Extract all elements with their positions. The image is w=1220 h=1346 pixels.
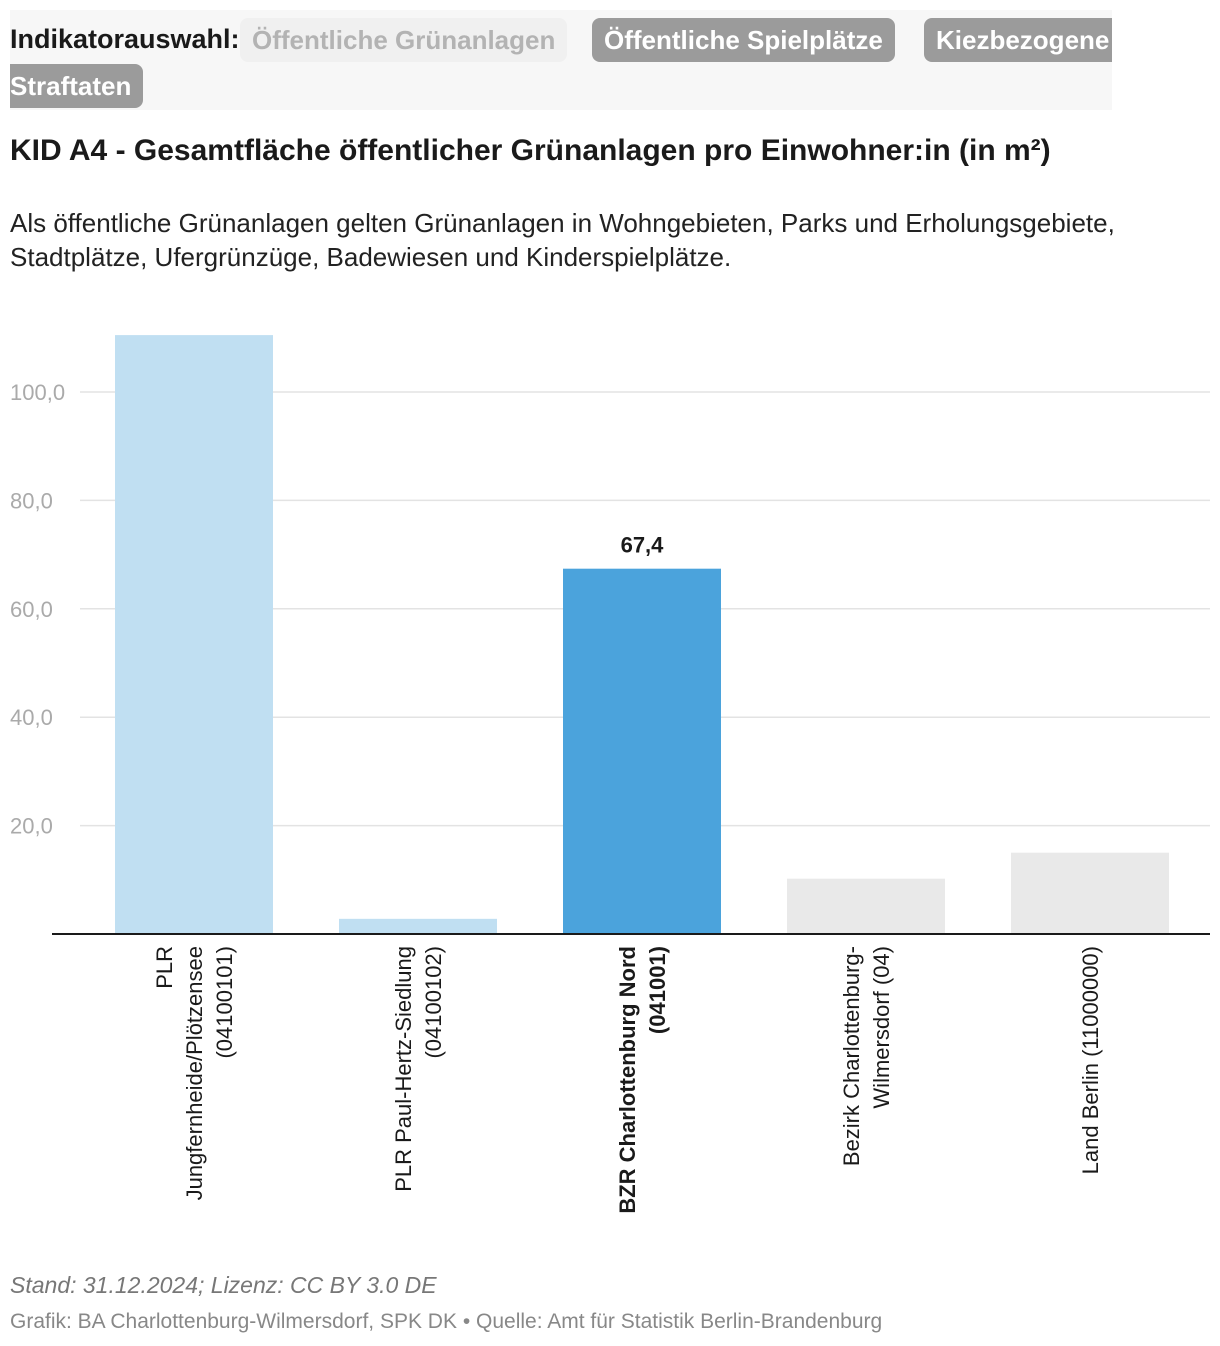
x-tick-label: BZR Charlottenburg Nord (615, 946, 640, 1214)
bar (563, 568, 721, 934)
y-tick-label: 100,0 (10, 380, 65, 405)
y-tick-label: 60,0 (10, 597, 53, 622)
x-tick-label: Bezirk Charlottenburg- (839, 946, 864, 1166)
bar (1011, 852, 1169, 934)
bar-chart: 20,0 40,0 60,0 80,0 100,0 67,4 PLR Jungfernheid… (10, 335, 1210, 1214)
x-tick-label: PLR (152, 946, 177, 989)
x-tick-label: Land Berlin (11000000) (1078, 946, 1103, 1174)
indicator-button-straftaten-part2[interactable]: Straftaten (10, 64, 144, 108)
x-tick-label: PLR Paul-Hertz-Siedlung (391, 946, 416, 1192)
x-tick-label: (04100101) (212, 946, 237, 1059)
bar (339, 918, 497, 934)
indicator-button-spielplaetze[interactable]: Öffentliche Spielplätze (592, 18, 895, 62)
y-tick-label: 20,0 (10, 814, 53, 839)
indicator-selector: Indikatorauswahl: Öffentliche Grünanlage… (10, 10, 1112, 110)
x-tick-label: (041001) (645, 946, 670, 1034)
bar (115, 335, 273, 935)
indicator-button-straftaten-part1[interactable]: Kiezbezogene (924, 18, 1112, 62)
data-label: 67,4 (621, 533, 665, 558)
indicator-button-gruenanlagen[interactable]: Öffentliche Grünanlagen (240, 18, 568, 62)
stand-license-note: Stand: 31.12.2024; Lizenz: CC BY 3.0 DE (10, 1272, 437, 1298)
chart-description: Als öffentliche Grünanlagen gelten Grüna… (10, 208, 1115, 272)
x-tick-label: (04100102) (421, 946, 446, 1059)
y-tick-label: 40,0 (10, 705, 53, 730)
x-tick-label: Jungfernheide/Plötzensee (182, 946, 207, 1200)
chart-title: KID A4 - Gesamtfläche öffentlicher Grüna… (10, 134, 1051, 167)
source-credit: Grafik: BA Charlottenburg-Wilmersdorf, S… (10, 1310, 883, 1333)
y-tick-label: 80,0 (10, 488, 53, 513)
bar (787, 878, 945, 934)
x-tick-label: Wilmersdorf (04) (869, 946, 894, 1109)
indicator-selector-label: Indikatorauswahl: (10, 24, 240, 54)
